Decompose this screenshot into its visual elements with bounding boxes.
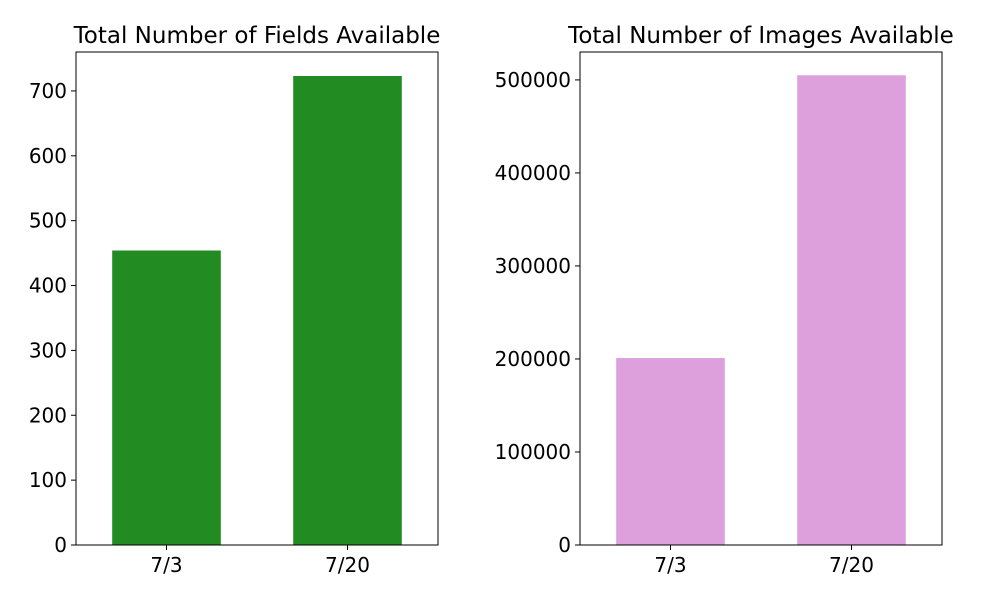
bar-7-3 (616, 358, 725, 545)
y-tick-label: 0 (558, 533, 571, 557)
x-tick-label: 7/20 (325, 553, 370, 577)
bar-7-3 (112, 250, 221, 545)
fields-chart: Total Number of Fields Available 7/3 7/20… (29, 23, 441, 577)
y-tick-label: 300000 (495, 254, 571, 278)
y-tick-label: 700 (29, 79, 67, 103)
x-tick-label: 7/3 (654, 553, 686, 577)
bar-7-20 (293, 76, 402, 545)
y-tick-label: 400000 (495, 161, 571, 185)
chart-title: Total Number of Images Available (567, 23, 954, 49)
axes-frame (75, 51, 439, 546)
bar-7-20 (797, 75, 906, 546)
images-chart: Total Number of Images Available 7/3 7/20… (495, 23, 954, 577)
y-tick-label: 400 (29, 274, 67, 298)
x-tick-label: 7/20 (829, 553, 874, 577)
y-tick-label: 500000 (495, 68, 571, 92)
y-tick-label: 200 (29, 403, 67, 427)
y-tick-label: 200000 (495, 347, 571, 371)
axes-frame (579, 51, 943, 546)
y-tick-label: 600 (29, 144, 67, 168)
y-tick-label: 0 (54, 533, 67, 557)
chart-title: Total Number of Fields Available (73, 23, 441, 49)
y-tick-label: 300 (29, 338, 67, 362)
y-tick-label: 500 (29, 209, 67, 233)
y-tick-label: 100 (29, 468, 67, 492)
x-tick-label: 7/3 (150, 553, 182, 577)
y-tick-label: 100000 (495, 440, 571, 464)
